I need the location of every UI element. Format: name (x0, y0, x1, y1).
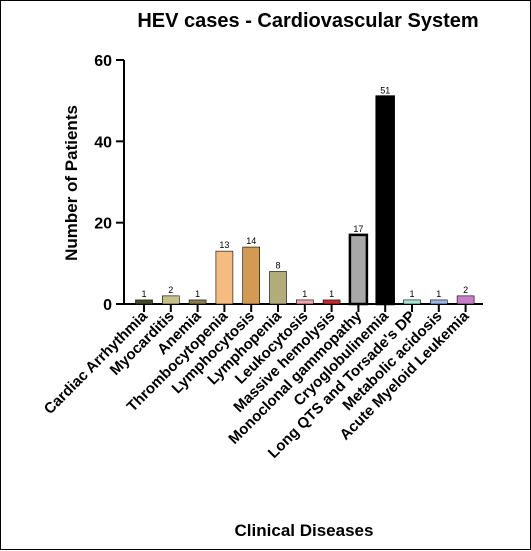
chart-title: HEV cases - Cardiovascular System (137, 10, 478, 32)
y-tick-label: 20 (94, 216, 112, 233)
y-axis-title: Number of Patients (62, 105, 81, 261)
bar (242, 246, 260, 305)
bar (322, 299, 341, 305)
data-label: 1 (436, 289, 441, 299)
data-label: 1 (141, 289, 146, 299)
x-ticks: Cardiac ArrhythmiaMyocarditisAnemiaThrom… (41, 304, 473, 462)
x-axis-title: Clinical Diseases (235, 521, 374, 540)
bar (429, 299, 448, 305)
data-label: 1 (329, 289, 334, 299)
y-ticks: 0 20 40 60 (94, 53, 124, 314)
data-label: 1 (302, 289, 307, 299)
y-tick-label: 40 (94, 134, 112, 151)
bar (162, 295, 180, 305)
data-label: 51 (380, 86, 390, 96)
bar (348, 233, 369, 306)
data-label: 8 (275, 260, 280, 270)
data-label: 17 (353, 224, 363, 234)
data-label: 14 (246, 236, 256, 246)
bar (403, 299, 421, 305)
data-label: 13 (219, 240, 229, 250)
bar (456, 295, 475, 305)
data-labels: 1 2 1 13 14 8 1 1 17 51 1 1 2 (141, 86, 468, 299)
bar (135, 299, 153, 305)
bar (215, 250, 234, 305)
bar (375, 95, 395, 306)
bar (188, 299, 207, 305)
y-tick-label: 0 (103, 297, 112, 314)
y-tick-label: 60 (94, 53, 112, 70)
data-label: 2 (168, 285, 173, 295)
bar (295, 299, 314, 305)
data-label: 1 (409, 289, 414, 299)
bars (135, 95, 475, 306)
data-label: 2 (463, 285, 468, 295)
bar (269, 271, 287, 305)
data-label: 1 (195, 289, 200, 299)
